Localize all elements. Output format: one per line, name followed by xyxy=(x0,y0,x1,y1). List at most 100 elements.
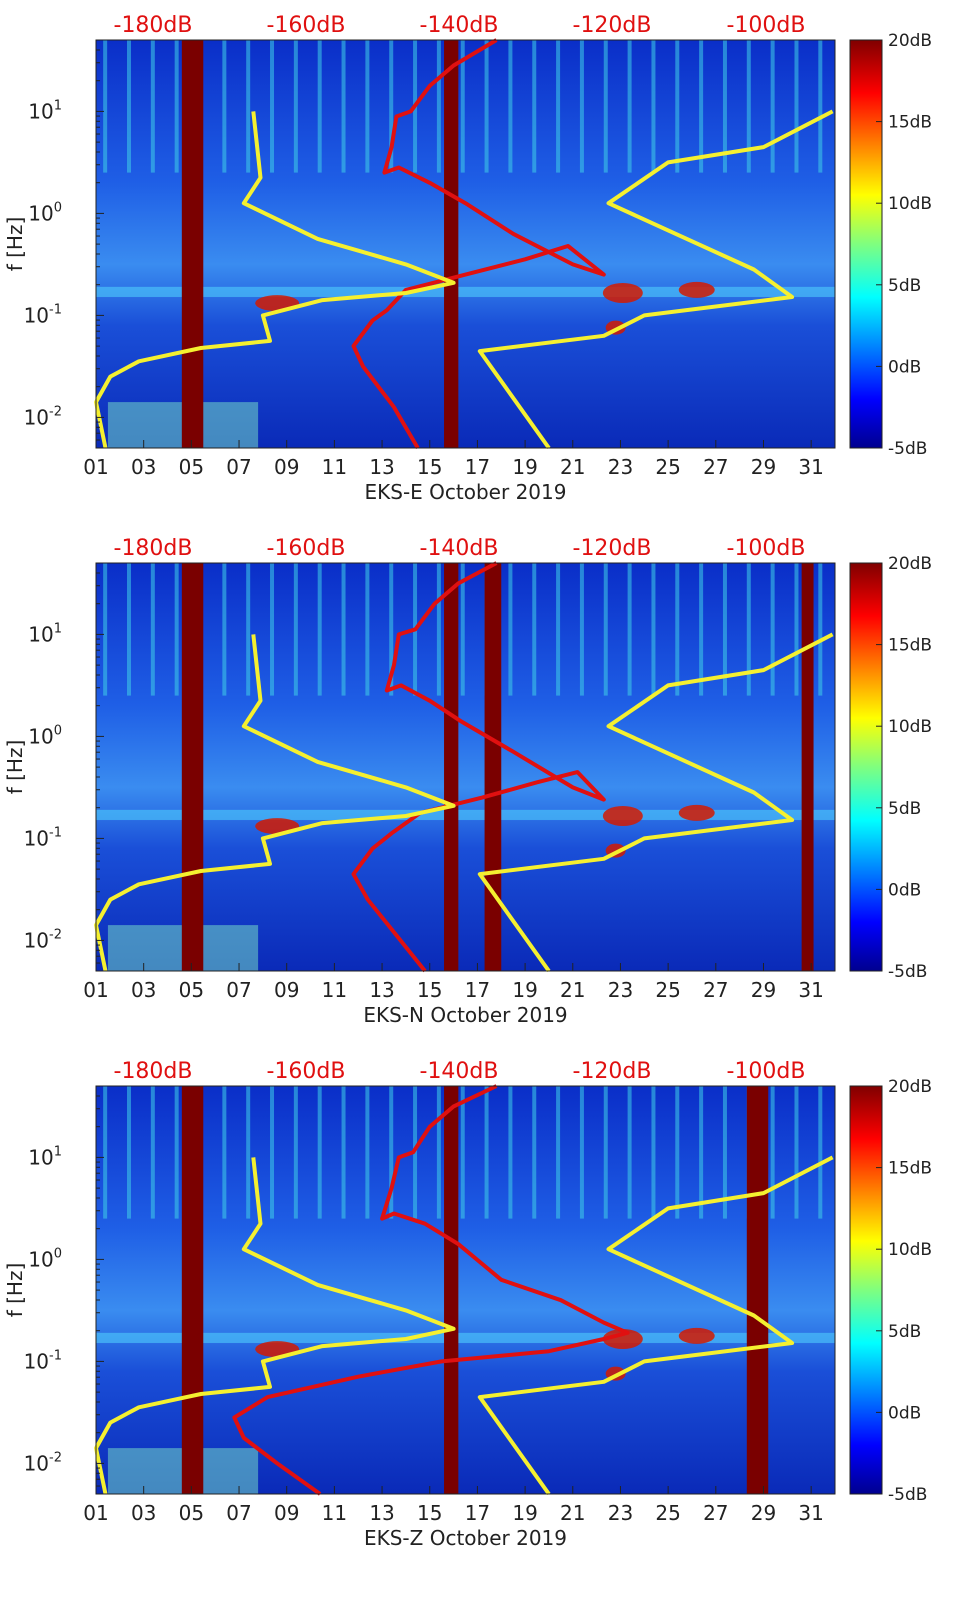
storm-hotspot xyxy=(602,1328,643,1349)
y-axis-label: f [Hz] xyxy=(3,217,27,272)
daily-streak xyxy=(270,563,275,696)
daily-streak xyxy=(460,563,465,696)
colorbar-label: 20dB xyxy=(888,1077,932,1097)
daily-streak xyxy=(556,1086,561,1219)
top-db-label: -140dB xyxy=(420,536,499,561)
daily-streak xyxy=(508,40,513,173)
daily-streak xyxy=(389,40,394,173)
x-tick-label: 09 xyxy=(274,455,299,479)
daily-streak xyxy=(436,563,441,696)
x-tick-label: 17 xyxy=(465,1501,490,1525)
x-tick-label: 27 xyxy=(703,978,728,1002)
daily-streak xyxy=(460,40,465,173)
x-tick-label: 21 xyxy=(560,455,585,479)
daily-streak xyxy=(675,563,680,696)
colorbar-label: -5dB xyxy=(888,439,927,459)
daily-streak xyxy=(651,1086,656,1219)
spectrogram-panel-1: 10-2 10-1 100 101 f [Hz] 01 03 05 07 09 11 13 15 17 19… xyxy=(3,13,932,504)
colorbar xyxy=(849,1085,883,1495)
daily-streak xyxy=(818,1086,823,1219)
colorbar-label: 10dB xyxy=(888,717,932,737)
daily-streak xyxy=(174,1086,179,1219)
daily-streak xyxy=(174,563,179,696)
daily-streak xyxy=(603,1086,608,1219)
y-tick-label: 100 xyxy=(28,723,62,748)
daily-streak xyxy=(365,563,370,696)
top-db-label: -120dB xyxy=(573,13,652,38)
colorbar xyxy=(849,39,883,449)
x-tick-label: 17 xyxy=(465,455,490,479)
daily-streak xyxy=(699,40,704,173)
daily-streak xyxy=(603,563,608,696)
daily-streak xyxy=(722,563,727,696)
data-gap-band xyxy=(444,1086,459,1494)
top-db-label: -140dB xyxy=(420,1059,499,1084)
top-db-label: -100dB xyxy=(727,1059,806,1084)
daily-streak xyxy=(365,1086,370,1219)
x-tick-label: 25 xyxy=(655,455,680,479)
y-tick-label: 101 xyxy=(28,621,62,646)
daily-streak xyxy=(246,563,251,696)
noise-model-yellow-curve xyxy=(477,109,834,450)
daily-streak xyxy=(317,40,322,173)
x-tick-label: 05 xyxy=(179,978,204,1002)
daily-streak xyxy=(532,40,537,173)
x-tick-label: 05 xyxy=(179,1501,204,1525)
y-tick-label: 10-2 xyxy=(24,927,62,952)
daily-streak xyxy=(508,563,513,696)
daily-streak xyxy=(174,40,179,173)
x-tick-label: 15 xyxy=(417,455,442,479)
daily-streak xyxy=(341,40,346,173)
colorbar-label: -5dB xyxy=(888,1485,927,1505)
x-tick-label: 23 xyxy=(608,455,633,479)
daily-streak xyxy=(222,563,227,696)
x-tick-label: 07 xyxy=(226,978,251,1002)
spectrogram-background xyxy=(96,1086,835,1494)
daily-streak xyxy=(818,563,823,696)
microseism-band xyxy=(96,1332,835,1344)
x-axis-label: EKS-Z October 2019 xyxy=(364,1526,567,1550)
daily-streak xyxy=(389,563,394,696)
daily-streak xyxy=(579,1086,584,1219)
colorbar-label: 15dB xyxy=(888,1159,932,1179)
daily-streak xyxy=(532,1086,537,1219)
daily-streak xyxy=(246,40,251,173)
colorbar xyxy=(849,562,883,972)
daily-streak xyxy=(746,563,751,696)
x-tick-label: 13 xyxy=(369,978,394,1002)
x-tick-label: 05 xyxy=(179,455,204,479)
colorbar-label: 0dB xyxy=(888,357,921,377)
x-tick-label: 29 xyxy=(751,978,776,1002)
daily-streak xyxy=(126,1086,131,1219)
daily-streak xyxy=(317,1086,322,1219)
daily-streak xyxy=(818,40,823,173)
x-tick-label: 21 xyxy=(560,1501,585,1525)
daily-streak xyxy=(627,1086,632,1219)
daily-streak xyxy=(699,563,704,696)
top-db-label: -180dB xyxy=(114,536,193,561)
daily-streak xyxy=(270,1086,275,1219)
psd-red-curve xyxy=(351,38,606,450)
daily-streak xyxy=(794,563,799,696)
top-db-label: -100dB xyxy=(727,13,806,38)
daily-streak xyxy=(746,40,751,173)
daily-streak xyxy=(699,1086,704,1219)
psd-red-curve xyxy=(232,1084,630,1496)
top-db-label: -140dB xyxy=(420,13,499,38)
top-db-label: -160dB xyxy=(267,536,346,561)
colorbar-label: 5dB xyxy=(888,1322,921,1342)
daily-streak xyxy=(365,40,370,173)
daily-streak xyxy=(627,40,632,173)
x-axis-label: EKS-E October 2019 xyxy=(365,480,567,504)
x-tick-label: 17 xyxy=(465,978,490,1002)
top-db-label: -160dB xyxy=(267,1059,346,1084)
x-tick-label: 09 xyxy=(274,978,299,1002)
colorbar-label: 0dB xyxy=(888,1403,921,1423)
data-gap-band xyxy=(746,1086,769,1494)
daily-streak xyxy=(389,1086,394,1219)
daily-streak xyxy=(484,40,489,173)
x-tick-label: 09 xyxy=(274,1501,299,1525)
y-axis-label: f [Hz] xyxy=(3,740,27,795)
daily-streak xyxy=(341,563,346,696)
y-tick-label: 10-1 xyxy=(24,302,62,327)
